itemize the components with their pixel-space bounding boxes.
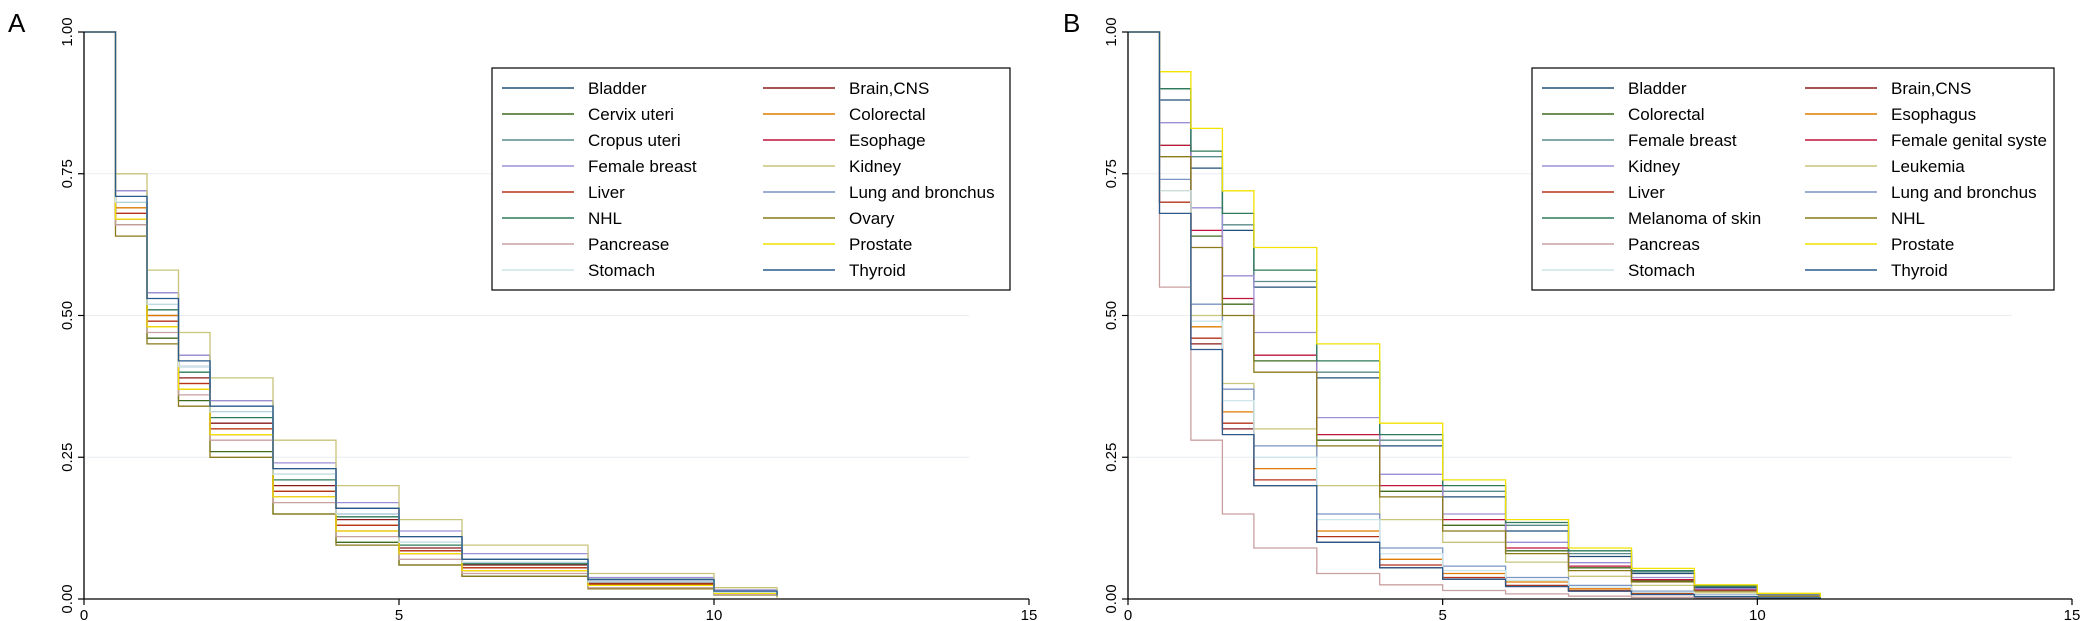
y-tick-label: 0.25: [1103, 443, 1120, 472]
series-line: [1128, 31, 1821, 598]
legend-entry: Prostate: [849, 235, 912, 254]
legend-entry: Brain,CNS: [849, 79, 929, 98]
legend-entry: Thyroid: [1891, 261, 1948, 280]
x-tick-label: 5: [1438, 607, 1446, 621]
y-tick-label: 0.00: [1103, 584, 1120, 613]
series-line: [1128, 31, 1821, 598]
panel-b: B 0 5 10 15 0.00 0.25 0.50 0.75 1.00 Bladder Brain,…: [1063, 8, 2080, 621]
x-tick-label: 10: [706, 607, 723, 621]
legend-entry: Colorectal: [849, 105, 926, 124]
legend-entry: NHL: [588, 209, 622, 228]
x-tick-label: 15: [2064, 607, 2081, 621]
legend-entry: Thyroid: [849, 261, 906, 280]
legend-entry: Pancreas: [1628, 235, 1700, 254]
y-tick-label: 0.25: [59, 443, 76, 472]
legend-entry: Kidney: [1628, 157, 1680, 176]
x-tick-label: 0: [80, 607, 88, 621]
y-tick-label: 0.00: [59, 584, 76, 613]
x-tick-label: 15: [1021, 607, 1038, 621]
legend-entry: Stomach: [1628, 261, 1695, 280]
legend-entry: Lung and bronchus: [849, 183, 995, 202]
legend: Bladder Brain,CNS Colorectal Esophagus Femal…: [1531, 67, 2055, 291]
legend-entry: Kidney: [849, 157, 901, 176]
legend-box: [1531, 67, 2055, 291]
legend-entry: Colorectal: [1628, 105, 1705, 124]
legend-entry: NHL: [1891, 209, 1925, 228]
series-line: [84, 31, 778, 596]
y-tick-label: 1.00: [1103, 17, 1120, 46]
y-tick-label: 0.50: [59, 301, 76, 330]
legend-entry: Liver: [1628, 183, 1665, 202]
legend-entry: Esophage: [849, 131, 926, 150]
legend: Bladder Brain,CNS Cervix uteri Colorectal Cr…: [491, 67, 1011, 291]
legend-entry: Liver: [588, 183, 625, 202]
legend-entry: Bladder: [588, 79, 647, 98]
legend-entry: Female breast: [588, 157, 697, 176]
panel-label-a: A: [8, 8, 26, 38]
legend-entry: Female breast: [1628, 131, 1737, 150]
legend-entry: Leukemia: [1891, 157, 1965, 176]
legend-entry: Prostate: [1891, 235, 1954, 254]
series-line: [1128, 31, 1821, 599]
legend-entry: Ovary: [849, 209, 895, 228]
x-tick-label: 5: [395, 607, 403, 621]
y-tick-label: 0.75: [59, 159, 76, 188]
panel-label-b: B: [1063, 8, 1080, 38]
x-tick-label: 10: [1749, 607, 1766, 621]
legend-entry: Melanoma of skin: [1628, 209, 1761, 228]
legend-entry: Stomach: [588, 261, 655, 280]
legend-entry: Esophagus: [1891, 105, 1976, 124]
legend-entry: Female genital syste: [1891, 131, 2047, 150]
legend-entry: Brain,CNS: [1891, 79, 1971, 98]
legend-entry: Bladder: [1628, 79, 1687, 98]
series-line: [1128, 31, 1821, 600]
legend-entry: Cervix uteri: [588, 105, 674, 124]
legend-entry: Pancrease: [588, 235, 669, 254]
legend-entry: Lung and bronchus: [1891, 183, 2037, 202]
legend-box: [491, 67, 1011, 291]
y-tick-label: 1.00: [59, 17, 76, 46]
legend-entry: Cropus uteri: [588, 131, 681, 150]
panel-a: A 0 5 10 15 0.00 0.25 0.50 0.75 1.00 Bladder Brain,…: [8, 8, 1037, 621]
y-tick-label: 0.50: [1103, 301, 1120, 330]
y-tick-label: 0.75: [1103, 159, 1120, 188]
x-tick-label: 0: [1124, 607, 1132, 621]
